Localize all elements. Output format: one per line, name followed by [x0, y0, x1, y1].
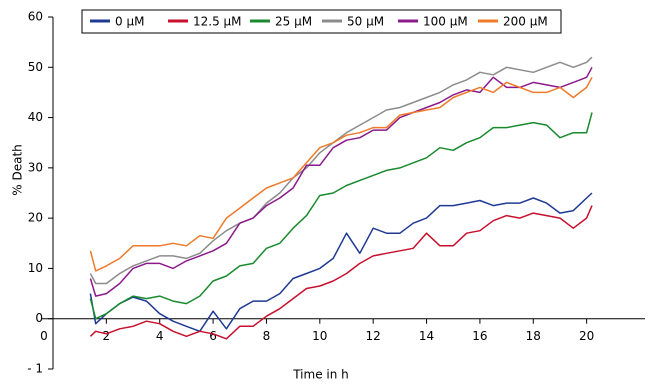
x-tick-label: 20 [579, 329, 594, 343]
series-line [89, 192, 593, 333]
x-tick-label: 4 [156, 329, 164, 343]
series-line [89, 112, 593, 320]
legend-box [81, 9, 562, 34]
series-line [89, 205, 593, 340]
x-tick-label: 8 [263, 329, 271, 343]
y-tick-label: 0 [35, 311, 43, 325]
legend-label: 25 µM [275, 15, 312, 29]
x-tick-label: 12 [366, 329, 381, 343]
y-tick-label: 40 [28, 110, 43, 124]
y-axis-title: % Death [11, 144, 25, 196]
series-line [89, 56, 593, 285]
legend-label: 100 µM [423, 15, 468, 29]
x-tick-label: 16 [472, 329, 487, 343]
y-tick-label: - 1 [27, 362, 43, 376]
legend-label: 12.5 µM [193, 15, 242, 29]
legend-label: 50 µM [347, 15, 384, 29]
x-axis-title: Time in h [292, 368, 349, 382]
legend-label: 200 µM [503, 15, 548, 29]
series-line [89, 76, 593, 272]
y-tick-label: 50 [28, 60, 43, 74]
x-tick-label: 2 [103, 329, 111, 343]
x-tick-label: 0 [40, 329, 48, 343]
y-tick-label: 20 [28, 211, 43, 225]
y-tick-label: 60 [28, 10, 43, 24]
series-line [89, 66, 593, 297]
x-tick-label: 10 [312, 329, 327, 343]
x-tick-label: 18 [526, 329, 541, 343]
y-tick-label: 10 [28, 261, 43, 275]
legend-label: 0 µM [115, 15, 144, 29]
y-tick-label: 30 [28, 160, 43, 174]
x-tick-label: 14 [419, 329, 434, 343]
x-tick-label: 6 [209, 329, 217, 343]
